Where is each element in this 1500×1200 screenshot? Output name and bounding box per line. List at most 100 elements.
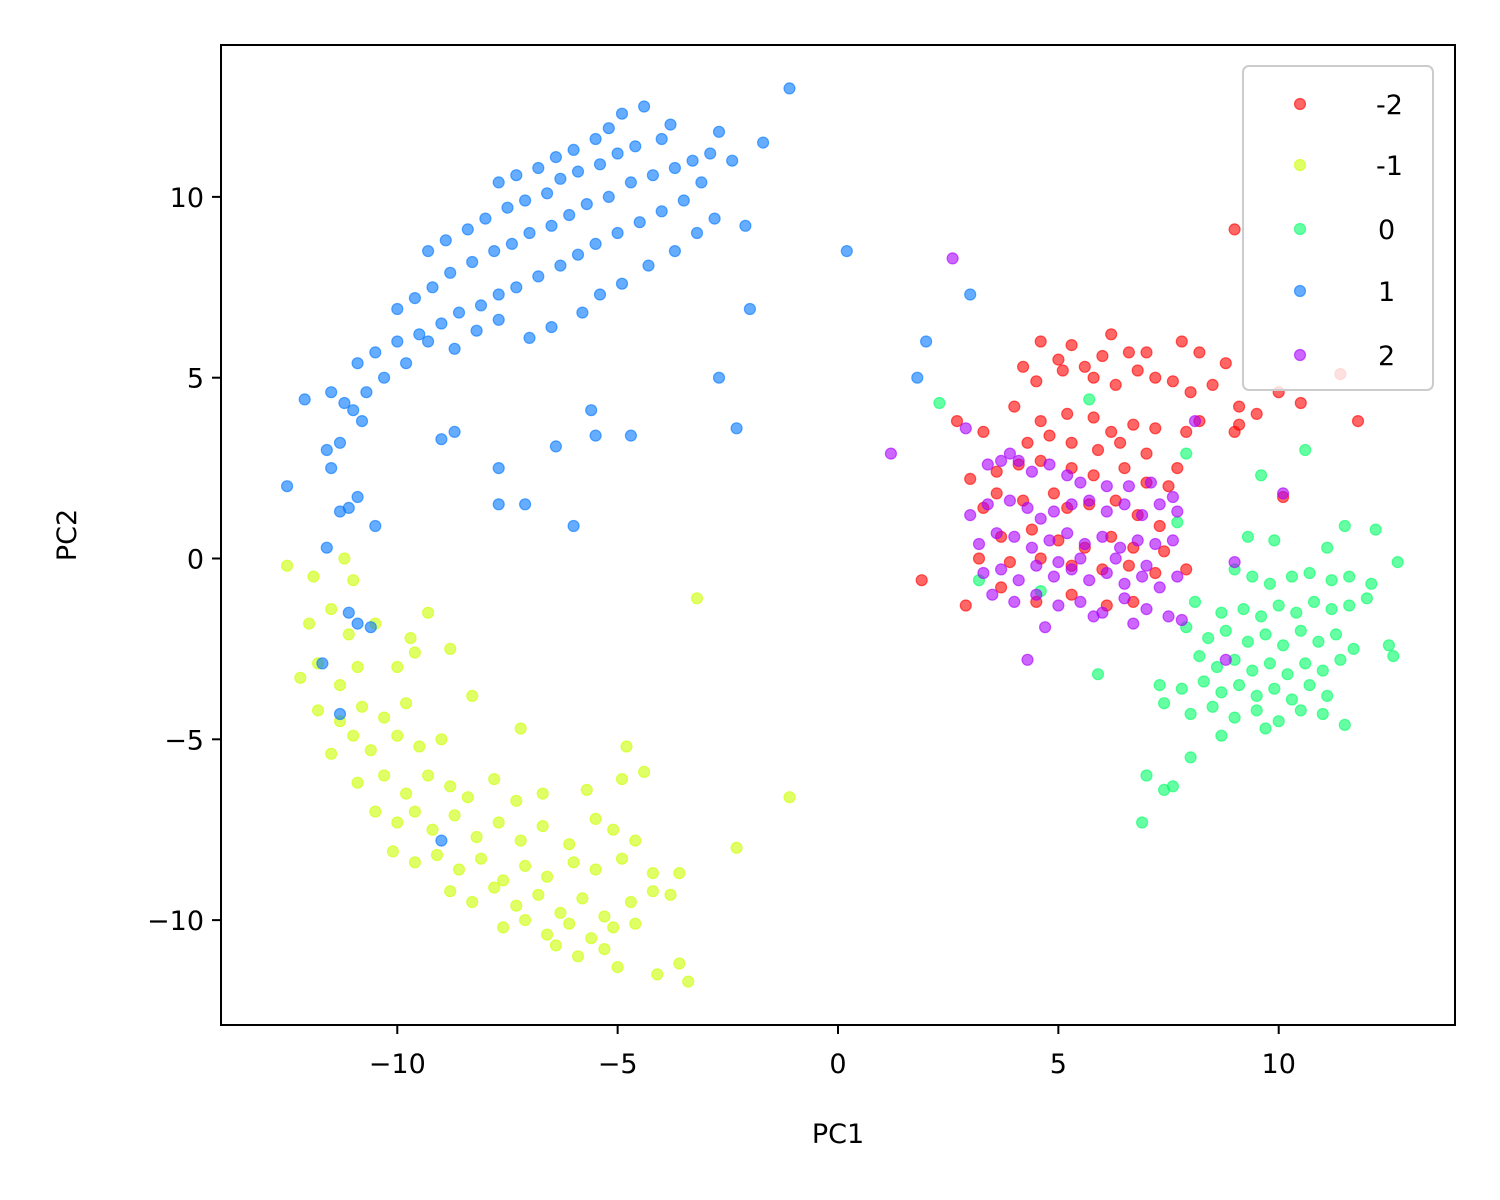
scatter-point [598, 910, 611, 923]
scatter-point [593, 158, 607, 171]
scatter-point [624, 429, 638, 442]
scatter-point [518, 194, 532, 207]
scatter-point [1008, 530, 1021, 543]
scatter-point [615, 277, 629, 290]
scatter-point [554, 259, 567, 272]
y-axis-ticks: −10 −5 0 5 10 [147, 183, 221, 937]
scatter-point [540, 187, 554, 200]
scatter-point [624, 895, 638, 909]
scatter-point [439, 234, 452, 247]
scatter-point [1157, 697, 1171, 710]
scatter-point [1254, 469, 1268, 482]
points-layer [281, 82, 1404, 988]
scatter-point [400, 357, 413, 370]
scatter-point [1325, 602, 1338, 616]
scatter-point [1290, 606, 1303, 619]
scatter-point [1131, 364, 1144, 377]
scatter-point [474, 852, 488, 865]
scatter-point [333, 678, 347, 692]
scatter-point [1360, 592, 1374, 605]
scatter-point [1276, 487, 1290, 500]
scatter-point [1206, 378, 1219, 391]
scatter-point [540, 928, 554, 941]
scatter-point [1047, 505, 1061, 518]
scatter-point [307, 570, 320, 583]
scatter-point [739, 219, 752, 232]
scatter-point [1171, 516, 1184, 529]
scatter-point [677, 194, 690, 207]
scatter-point [1012, 574, 1025, 587]
scatter-point [1144, 476, 1158, 489]
legend-label: 0 [1378, 215, 1395, 246]
x-tick-label: 10 [1262, 1049, 1296, 1080]
series-group [884, 252, 1290, 666]
scatter-point [355, 700, 369, 713]
scatter-point [1343, 599, 1356, 612]
scatter-point [1219, 357, 1232, 370]
scatter-point [325, 747, 338, 760]
scatter-point [1382, 639, 1396, 652]
scatter-point [990, 465, 1003, 478]
scatter-point [333, 436, 347, 449]
scatter-point [1047, 570, 1061, 583]
scatter-point [1074, 552, 1087, 565]
scatter-point [1008, 595, 1021, 609]
scatter-point [1241, 530, 1255, 543]
scatter-point [422, 335, 435, 348]
scatter-point [981, 498, 994, 511]
scatter-point [1047, 487, 1061, 500]
legend-label: 1 [1378, 277, 1395, 308]
scatter-point [492, 176, 505, 189]
scatter-point [1149, 566, 1162, 580]
scatter-point [325, 602, 338, 616]
scatter-point [589, 237, 602, 250]
scatter-point [563, 838, 576, 851]
scatter-point [1162, 480, 1175, 493]
scatter-point [1087, 469, 1100, 482]
scatter-point [492, 313, 505, 326]
scatter-point [400, 787, 413, 800]
scatter-point [391, 335, 404, 348]
scatter-point [514, 834, 527, 847]
scatter-point [571, 165, 585, 178]
scatter-point [1272, 715, 1285, 728]
scatter-point [964, 288, 977, 301]
scatter-point [1091, 443, 1105, 457]
scatter-point [1065, 588, 1078, 601]
scatter-point [664, 888, 677, 901]
scatter-point [1250, 407, 1263, 420]
scatter-point [347, 729, 360, 742]
scatter-point [1206, 700, 1219, 713]
scatter-point [783, 791, 796, 804]
scatter-point [1175, 613, 1188, 627]
scatter-point [1078, 360, 1091, 373]
scatter-point [369, 805, 382, 818]
scatter-point [347, 404, 360, 417]
scatter-point [994, 563, 1008, 576]
scatter-point [1338, 519, 1351, 533]
scatter-point [1140, 769, 1153, 782]
scatter-point [1030, 375, 1043, 388]
y-tick-label: −10 [147, 906, 204, 937]
scatter-point [964, 472, 977, 485]
x-tick-label: −5 [598, 1049, 638, 1080]
scatter-point [510, 281, 523, 294]
scatter-point [1294, 704, 1307, 717]
scatter-point [580, 783, 593, 797]
scatter-point [1321, 541, 1334, 554]
scatter-point [1113, 541, 1127, 554]
scatter-point [1294, 396, 1307, 410]
scatter-point [1197, 675, 1210, 688]
scatter-point [320, 443, 333, 457]
scatter-point [488, 881, 501, 894]
scatter-point [532, 270, 545, 283]
scatter-point [338, 552, 351, 565]
scatter-point [615, 772, 629, 786]
scatter-point [404, 631, 417, 645]
scatter-point [1052, 353, 1065, 366]
scatter-point [426, 281, 439, 294]
scatter-point [1105, 425, 1118, 438]
scatter-point [298, 393, 311, 406]
scatter-point [615, 107, 629, 120]
scatter-point [589, 132, 602, 146]
